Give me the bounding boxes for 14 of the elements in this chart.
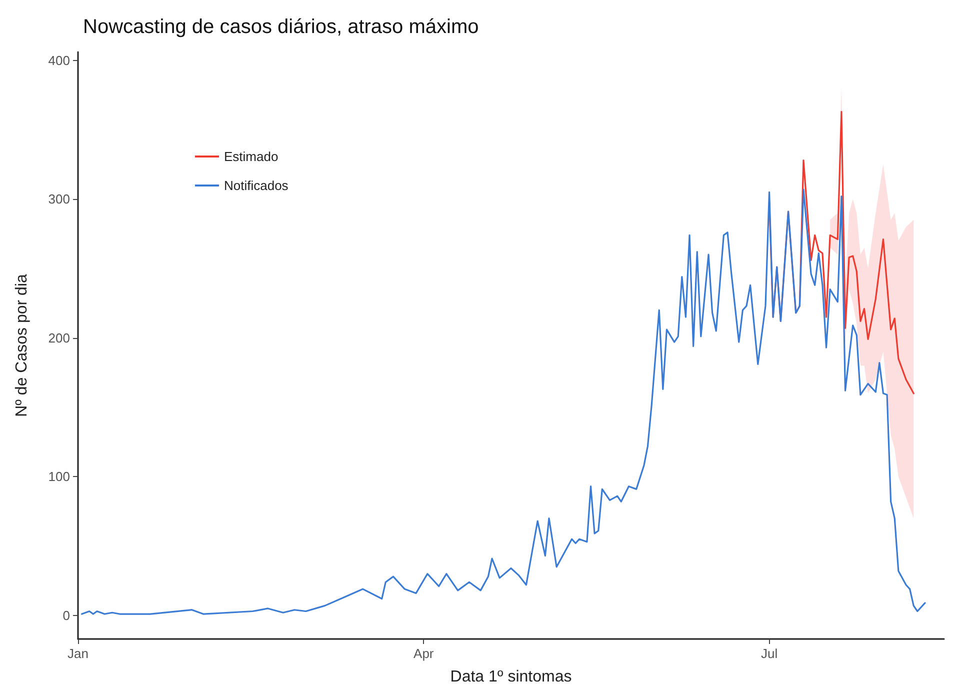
x-tick-label: Apr [414, 646, 434, 661]
legend-label: Notificados [224, 178, 289, 193]
y-tick-label: 400 [48, 52, 70, 68]
y-tick-label: 100 [48, 469, 70, 484]
y-tick-label: 0 [62, 608, 70, 623]
x-tick-label: Jul [760, 646, 778, 661]
chart-title: Nowcasting de casos diários, atraso máximo [83, 16, 479, 38]
legend-label: Estimado [224, 149, 278, 164]
y-tick-label: 200 [48, 330, 70, 346]
y-tick-label: 300 [48, 192, 70, 207]
x-axis-title: Data 1º sintomas [450, 668, 572, 686]
y-axis-title: Nº de Casos por dia [14, 274, 30, 417]
line-series [81, 188, 926, 615]
x-tick-label: Jan [68, 646, 88, 661]
